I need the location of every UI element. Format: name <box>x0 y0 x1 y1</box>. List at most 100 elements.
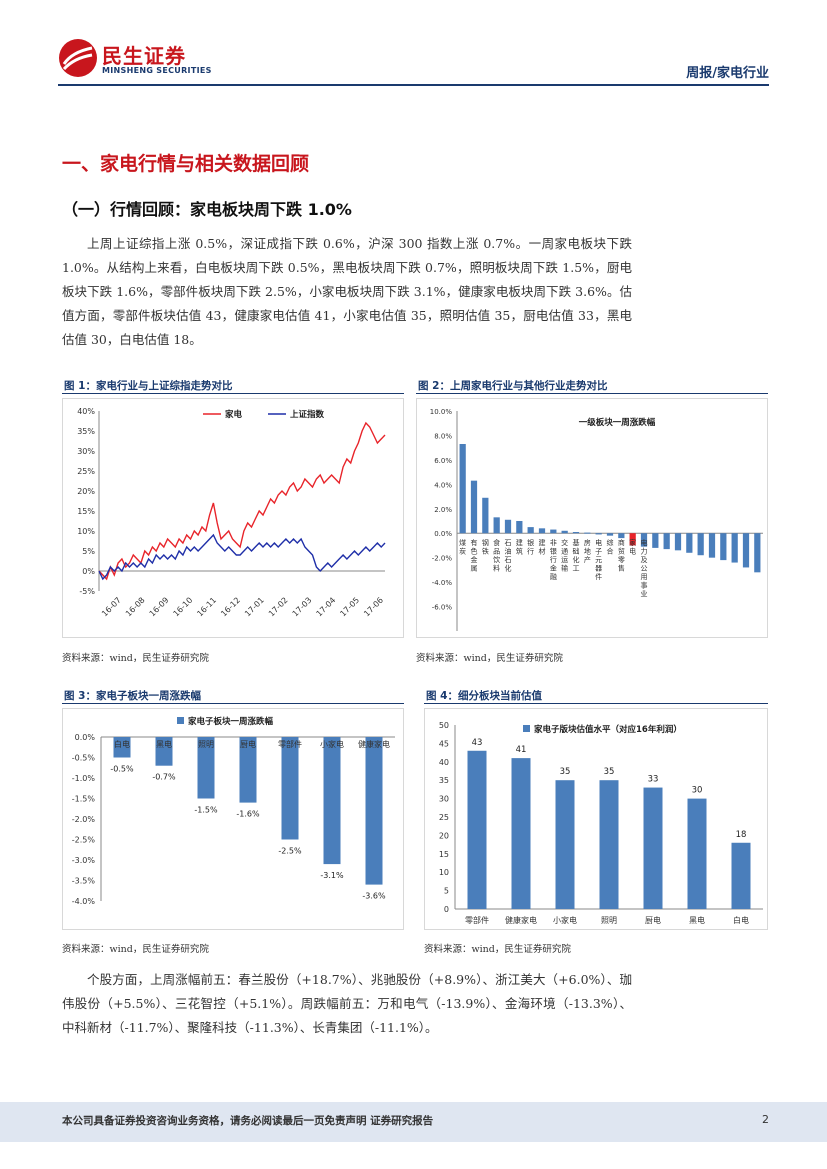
x-tick-char: 贸 <box>618 547 625 556</box>
y-tick-label: -1.0% <box>72 774 96 783</box>
x-tick-char: 钢 <box>482 538 489 547</box>
x-tick-char: 交 <box>561 538 568 547</box>
x-tick-label: 白电 <box>114 739 130 749</box>
y-tick-label: -2.0% <box>72 815 96 824</box>
x-tick-char: 炭 <box>459 548 466 556</box>
y-tick-label: -2.5% <box>72 836 96 845</box>
y-tick-label: 5 <box>444 887 449 896</box>
x-tick-char: 铁 <box>482 547 489 556</box>
bar <box>606 533 614 536</box>
bar <box>686 533 693 553</box>
bar <box>155 737 173 766</box>
legend-swatch <box>177 717 184 724</box>
x-tick-label: 厨电 <box>240 739 256 749</box>
fig3-chart: 0.0% -0.5% -1.0% -1.5% -2.0% -2.5% -3.0% -3.5% -… <box>62 708 404 930</box>
x-tick-char: 有 <box>471 538 478 547</box>
x-tick-char: 色 <box>471 547 478 556</box>
y-tick-label: -5% <box>79 587 95 596</box>
y-tick-label: 6.0% <box>434 457 452 465</box>
subsection-title: （一）行情回顾：家电板块周下跌 1.0% <box>62 200 352 219</box>
x-tick-char: 融 <box>550 572 557 581</box>
x-tick-label: 健康家电 <box>358 739 390 749</box>
y-tick-label: 20% <box>77 487 95 496</box>
x-tick-char: 子 <box>595 548 602 556</box>
x-tick-char: 料 <box>493 564 500 573</box>
x-tick-char: 地 <box>584 547 591 556</box>
x-tick-char: 银 <box>527 538 534 547</box>
x-tick-label: 17-01 <box>243 596 266 619</box>
x-tick-char: 食 <box>493 538 500 547</box>
x-tick-char: 通 <box>561 547 568 556</box>
x-tick-char: 家 <box>629 538 636 547</box>
x-tick-label: 17-04 <box>315 596 338 619</box>
data-label: -3.1% <box>320 871 344 880</box>
x-tick-char: 化 <box>573 555 580 564</box>
data-label: -0.5% <box>110 765 134 774</box>
x-tick-char: 件 <box>595 572 602 581</box>
fig2-chart: 10.0% 8.0% 6.0% 4.0% 2.0% 0.0% -2.0% -4.0% -6.0%… <box>416 398 768 638</box>
bar <box>643 787 663 909</box>
x-tick-label: 零部件 <box>278 739 302 749</box>
data-label: -1.6% <box>236 810 260 819</box>
y-tick-label: 0.0% <box>434 530 452 538</box>
x-tick-char: 油 <box>505 547 512 556</box>
y-tick-label: -4.0% <box>432 579 453 587</box>
x-tick-char: 品 <box>493 548 500 556</box>
x-tick-char: 石 <box>505 539 512 547</box>
bar <box>720 533 727 561</box>
x-tick-char: 电 <box>595 538 602 547</box>
x-tick-char: 饮 <box>493 555 500 564</box>
y-tick-label: 2.0% <box>434 506 452 514</box>
fig1-rule <box>62 393 404 394</box>
x-tick-char: 综 <box>607 538 614 547</box>
bar <box>663 533 670 550</box>
fig3-source: 资料来源：wind，民生证券研究院 <box>62 944 209 955</box>
fig3-title: 图 3：家电子板块一周涨跌幅 <box>64 690 201 702</box>
x-tick-char: 输 <box>561 564 568 573</box>
page-number: 2 <box>762 1113 769 1126</box>
x-tick-label: 16-09 <box>148 596 171 619</box>
section-title: 一、家电行情与相关数据回顾 <box>62 153 310 175</box>
x-tick-char: 业 <box>641 589 648 598</box>
y-tick-label: -0.5% <box>72 754 96 763</box>
bar <box>493 517 500 534</box>
y-tick-label: 35 <box>439 776 449 785</box>
y-tick-label: 25 <box>439 813 449 822</box>
legend-label: 家电子板块一周涨跌幅 <box>188 716 274 727</box>
data-label: 18 <box>736 830 747 840</box>
x-tick-char: 电 <box>629 547 636 556</box>
data-label: 43 <box>472 738 483 748</box>
bar <box>572 532 580 534</box>
bar <box>365 737 383 885</box>
bar <box>742 533 750 568</box>
series-line-1 <box>98 533 386 581</box>
bar <box>708 533 716 558</box>
bar <box>697 533 704 556</box>
y-tick-label: 40% <box>77 407 95 416</box>
y-tick-label: -3.5% <box>72 877 96 886</box>
bar <box>482 497 489 534</box>
fig4-title: 图 4：细分板块当前估值 <box>426 690 542 702</box>
bar <box>239 737 257 803</box>
x-tick-char: 行 <box>550 555 557 564</box>
y-tick-label: 4.0% <box>434 481 452 489</box>
fig3-svg: 0.0% -0.5% -1.0% -1.5% -2.0% -2.5% -3.0% -3.5% -… <box>72 716 395 906</box>
fig4-rule <box>424 703 768 704</box>
y-tick-label: 45 <box>439 739 449 748</box>
bar <box>516 521 523 534</box>
bar <box>561 530 568 534</box>
y-tick-label: -4.0% <box>72 897 96 906</box>
x-tick-char: 行 <box>527 547 534 556</box>
data-label: 35 <box>560 767 571 777</box>
x-tick-char: 器 <box>595 565 602 573</box>
fig4-svg: 50454035302520151050家电子版块估值水平（对应16年利润）43… <box>439 721 763 925</box>
x-tick-char: 础 <box>573 547 580 556</box>
x-tick-label: 小家电 <box>320 739 344 749</box>
bar <box>281 737 299 840</box>
x-tick-label: 黑电 <box>156 739 172 749</box>
y-tick-label: 20 <box>439 831 449 840</box>
bar <box>550 529 557 534</box>
x-tick-label: 健康家电 <box>505 915 537 925</box>
x-tick-char: 用 <box>641 573 648 581</box>
fig2-rule <box>416 393 768 394</box>
